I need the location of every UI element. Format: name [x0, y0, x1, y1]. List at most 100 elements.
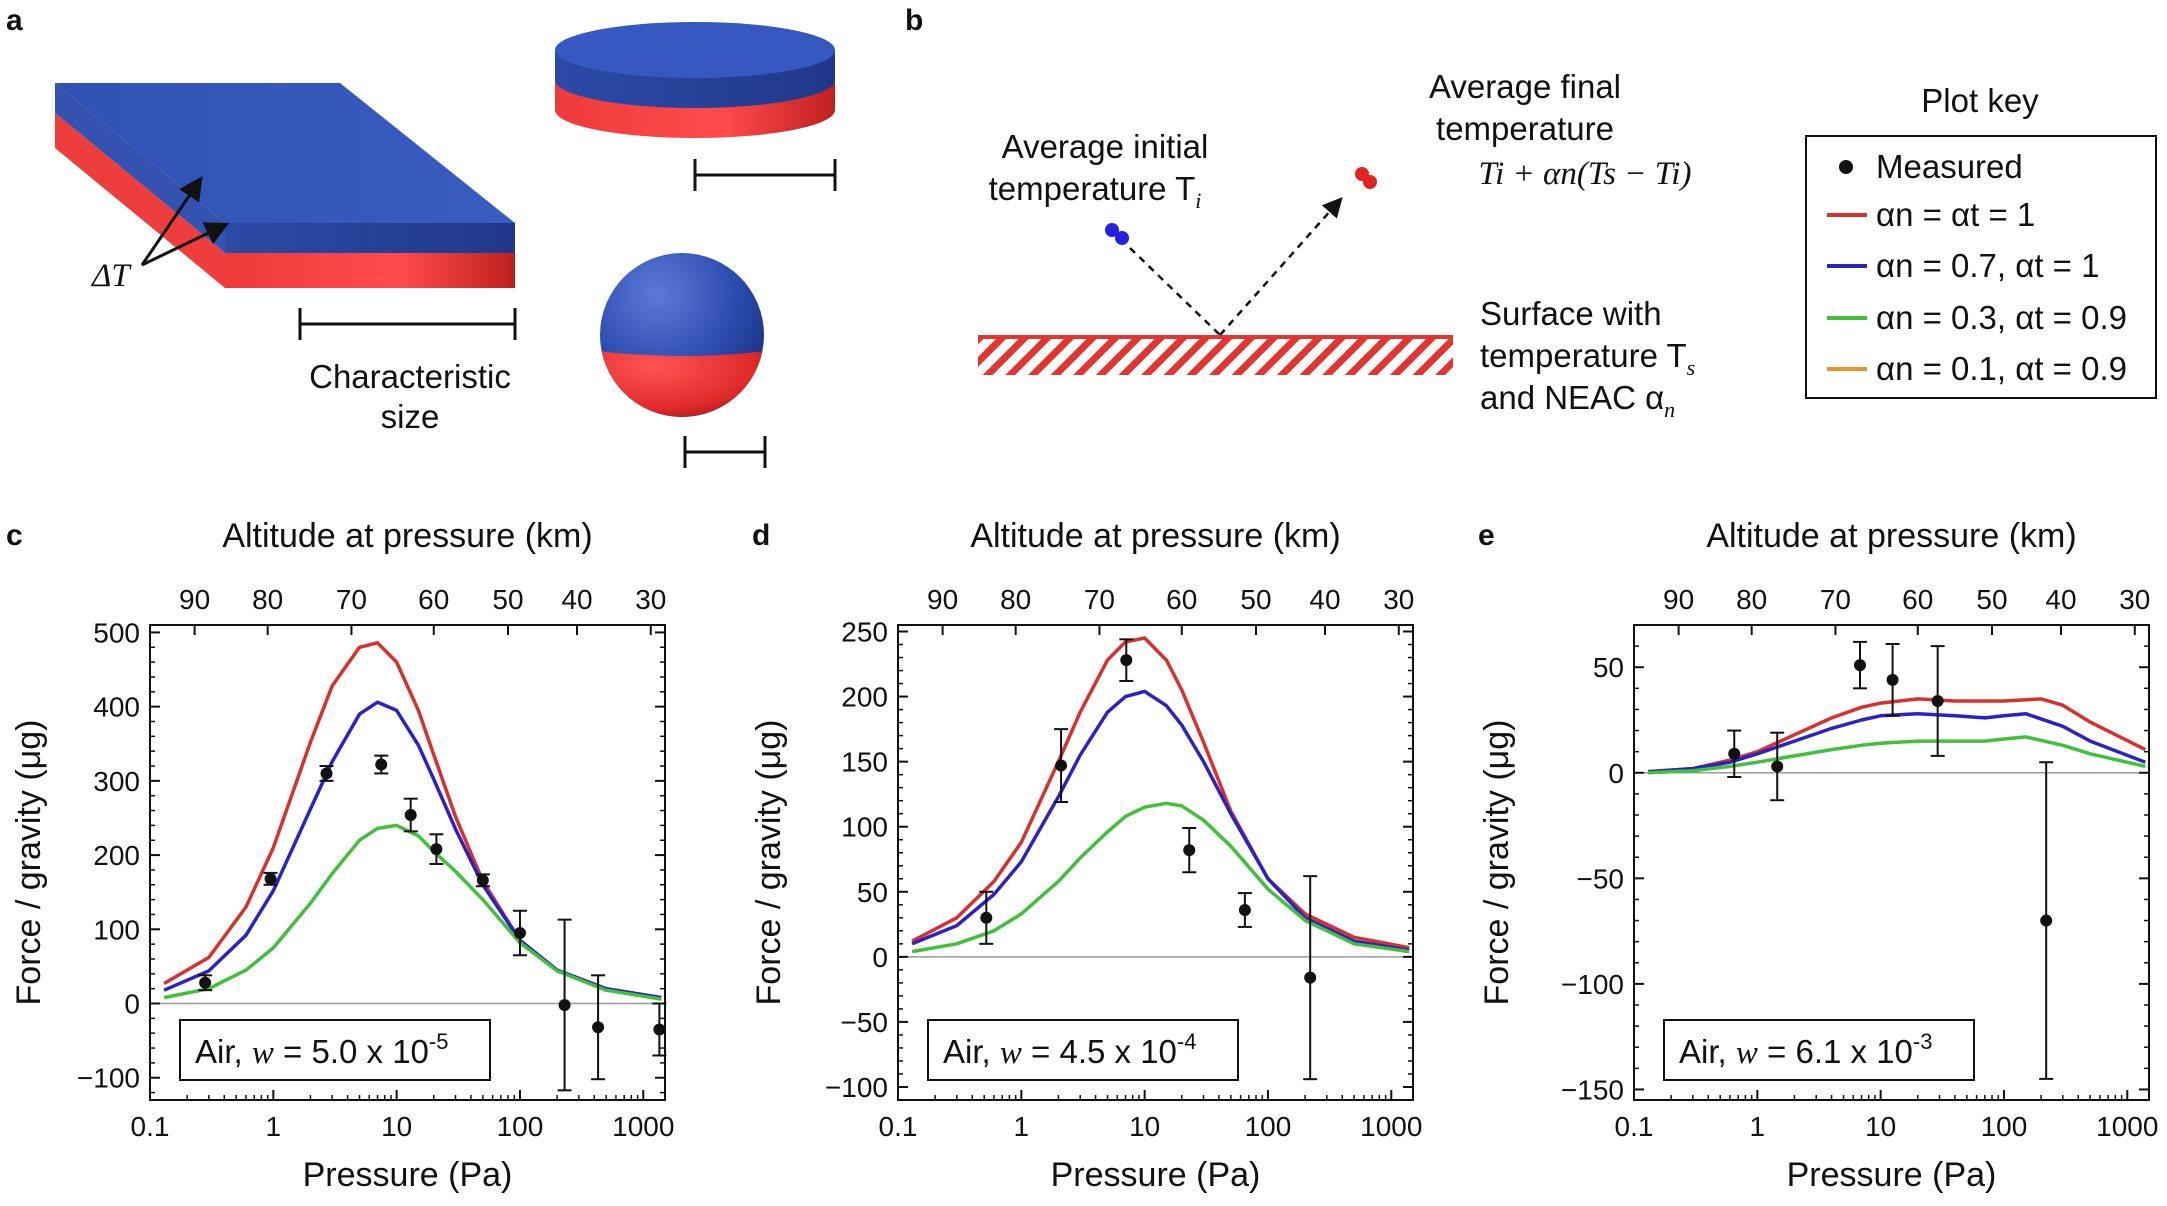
chart-c-measured-point: [404, 809, 417, 821]
chart-e-xtick-label: 100: [1981, 1111, 2028, 1142]
chart-d-ytick-label: 250: [841, 617, 888, 648]
chart-e-xtick-label: 0.1: [1615, 1111, 1654, 1142]
chart-d-ytick-label: 100: [841, 812, 888, 843]
final-molecule: [1355, 167, 1377, 189]
chart-d-ytick-label: 0: [872, 942, 888, 973]
chart-c-measured-point: [264, 872, 277, 885]
chart-d-xlabel: Pressure (Pa): [1051, 1156, 1261, 1194]
chart-c-series-2-line: [163, 700, 662, 1000]
plot-key-title: Plot key: [1921, 82, 2039, 119]
chart-c-series-3-line: [163, 823, 662, 1001]
chart-d-ytick-label: 50: [857, 877, 888, 908]
legend-label-blue: αn = 0.7, αt = 1: [1876, 247, 2099, 284]
chart-e: e Altitude at pressure (km) −150 −100 −50 0 50…: [1478, 517, 2158, 1194]
chart-e-top-tick-label: 70: [1820, 584, 1851, 615]
chart-d-ytick-label: 150: [841, 747, 888, 778]
chart-d-top-tick-label: 50: [1240, 584, 1271, 615]
chart-e-top-tick-label: 40: [2045, 584, 2076, 615]
legend-item-measured: Measured: [1839, 148, 2023, 185]
chart-e-top-tick-label: 30: [2119, 584, 2150, 615]
chart-e-measured-point: [2040, 914, 2053, 927]
chart-c-top-tick-label: 80: [252, 584, 283, 615]
chart-c-top-tick-label: 70: [336, 584, 367, 615]
chart-d-top-tick-label: 60: [1166, 584, 1197, 615]
chart-c-top-tick-label: 40: [561, 584, 592, 615]
chart-e-top-tick-label: 80: [1736, 584, 1767, 615]
chart-e-top-axis-title: Altitude at pressure (km): [1706, 517, 2076, 555]
chart-c-measured-point: [320, 767, 333, 780]
chart-c-measured-point: [653, 1023, 666, 1036]
chart-d-xtick-label: 100: [1245, 1111, 1292, 1142]
chart-d-xtick-label: 1000: [1360, 1111, 1422, 1142]
chart-c-top-tick-label: 30: [635, 584, 666, 615]
chart-c-ytick-label: 0: [124, 989, 140, 1020]
chart-c-measured-point: [592, 1021, 605, 1034]
chart-d-measured-point: [1304, 971, 1317, 984]
chart-c-xtick-label: 1000: [612, 1111, 674, 1142]
chart-d-measured-point: [1055, 759, 1068, 772]
chart-c-top-axis-title: Altitude at pressure (km): [222, 517, 592, 555]
chart-d-top-tick-label: 70: [1084, 584, 1115, 615]
chart-c-measured-point: [375, 758, 388, 771]
chart-d-top-tick-label: 90: [927, 584, 958, 615]
chart-c-xtick-label: 1: [266, 1111, 282, 1142]
panel-a: a ΔT Characteristic size: [6, 4, 837, 468]
chart-d-ytick-label: 200: [841, 682, 888, 713]
final-temp-line1: Average final: [1429, 68, 1621, 105]
legend-item-red: αn = αt = 1: [1827, 196, 2035, 233]
chart-e-series-1-line: [1647, 697, 2147, 774]
chart-d-annotation-text: Air, w = 4.5 x 10-4: [943, 1029, 1196, 1071]
legend-label-green: αn = 0.3, αt = 0.9: [1876, 299, 2127, 336]
size-label: size: [381, 398, 440, 435]
chart-c-ytick-label: 400: [93, 692, 140, 723]
chart-c-ytick-label: −100: [77, 1063, 140, 1094]
chart-d-top-tick-label: 40: [1309, 584, 1340, 615]
surface: [978, 335, 1453, 375]
chart-c-measured-point: [513, 927, 526, 940]
legend-label-red: αn = αt = 1: [1876, 196, 2035, 233]
chart-e-top-tick-label: 50: [1976, 584, 2007, 615]
chart-d: d Altitude at pressure (km) −100 −50 0 50 100 1…: [750, 517, 1422, 1194]
chart-d-top-tick-label: 80: [1000, 584, 1031, 615]
chart-c-ytick-label: 300: [93, 766, 140, 797]
chart-c-top-tick-label: 50: [492, 584, 523, 615]
chart-d-ytick-label: −50: [841, 1007, 889, 1038]
chart-e-top-tick-label: 60: [1902, 584, 1933, 615]
legend-label-measured: Measured: [1876, 148, 2023, 185]
chart-e-measured-point: [1931, 695, 1944, 707]
disk-illustration: [555, 22, 835, 138]
chart-c-measured-point: [558, 999, 571, 1011]
chart-c-xtick-label: 0.1: [131, 1111, 170, 1142]
legend-item-green: αn = 0.3, αt = 0.9: [1827, 299, 2127, 336]
panel-letter-b: b: [905, 4, 923, 37]
chart-d-frame: [897, 624, 1414, 1101]
chart-e-top-tick-label: 90: [1663, 584, 1694, 615]
chart-e-ytick-label: −150: [1561, 1074, 1624, 1105]
chart-e-ytick-label: 0: [1608, 758, 1624, 789]
chart-e-xtick-label: 10: [1865, 1111, 1896, 1142]
legend-item-blue: αn = 0.7, αt = 1: [1827, 247, 2099, 284]
chart-e-measured-point: [1853, 659, 1866, 672]
characteristic-size-label: Characteristic: [309, 358, 511, 395]
chart-e-measured-point: [1771, 760, 1784, 773]
chart-d-top-axis-title: Altitude at pressure (km): [970, 517, 1340, 555]
chart-c-frame: [149, 624, 666, 1101]
initial-molecule: [1105, 223, 1129, 245]
plot-key-box: [1805, 135, 2157, 399]
chart-d-annotation-box: [927, 1019, 1239, 1081]
panel-letter-a: a: [6, 4, 23, 37]
chart-d-series-3-line: [911, 801, 1410, 954]
chart-d-measured-point: [1238, 904, 1251, 916]
chart-e-measured-point: [1886, 673, 1899, 686]
chart-c-top-tick-label: 60: [418, 584, 449, 615]
delta-t-arrows: [140, 176, 230, 267]
chart-d-ytick-label: −100: [825, 1072, 888, 1103]
chart-c-ylabel: Force / gravity (μg): [10, 720, 48, 1006]
chart-e-xlabel: Pressure (Pa): [1787, 1156, 1997, 1194]
chart-d-xtick-label: 10: [1129, 1111, 1160, 1142]
final-temp-formula: Ti + αn(Ts − Ti): [1479, 156, 1692, 192]
chart-e-ytick-label: −100: [1561, 969, 1624, 1000]
chart-c-panel-letter: c: [6, 519, 23, 552]
chart-c-annotation-text: Air, w = 5.0 x 10-5: [195, 1029, 448, 1071]
chart-e-annotation-text: Air, w = 6.1 x 10-3: [1679, 1029, 1932, 1071]
